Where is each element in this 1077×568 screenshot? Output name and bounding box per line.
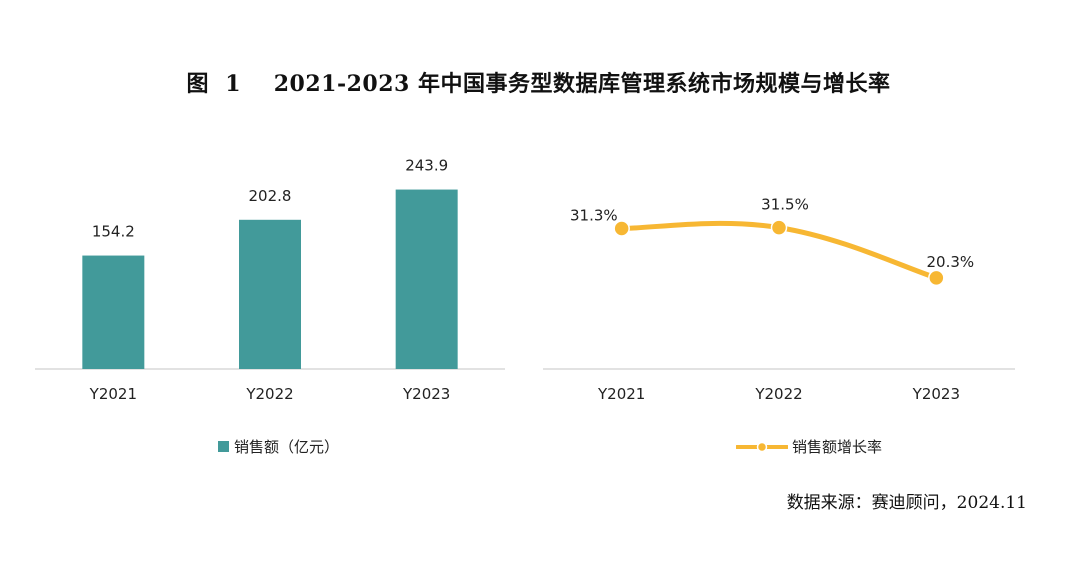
source-note: 数据来源：赛迪顾问，2024.11	[786, 493, 1027, 513]
bar-Y2022	[239, 219, 301, 369]
bar-legend: 销售额（亿元）	[218, 436, 339, 457]
line-point-Y2021	[613, 220, 630, 237]
line-legend: 销售额增长率	[736, 436, 882, 457]
bar-legend-swatch	[218, 441, 229, 452]
bar-Y2023	[395, 189, 458, 369]
bar-legend-label: 销售额（亿元）	[234, 438, 340, 456]
line-legend-marker-icon	[736, 441, 788, 452]
line-point-Y2022	[770, 219, 788, 236]
line-data-label: 20.3%	[927, 253, 975, 271]
line-data-label: 31.3%	[570, 206, 618, 224]
bar-x-tick-label: Y2023	[402, 385, 450, 403]
line-x-tick-label: Y2023	[912, 385, 960, 403]
bar-Y2021	[82, 255, 145, 369]
line-x-tick-label: Y2022	[754, 385, 802, 403]
line-point-Y2023	[928, 269, 945, 287]
bar-x-tick-label: Y2021	[89, 385, 137, 403]
bar-data-label: 243.9	[405, 157, 448, 175]
bar-x-tick-label: Y2022	[245, 385, 293, 403]
line-legend-label: 销售额增长率	[792, 438, 883, 456]
bar-data-label: 154.2	[92, 223, 135, 241]
chart-title: 图 1 2021-2023 年中国事务型数据库管理系统市场规模与增长率	[186, 71, 891, 97]
bar-data-label: 202.8	[249, 187, 292, 205]
line-data-label: 31.5%	[761, 196, 809, 214]
line-x-tick-label: Y2021	[597, 385, 645, 403]
